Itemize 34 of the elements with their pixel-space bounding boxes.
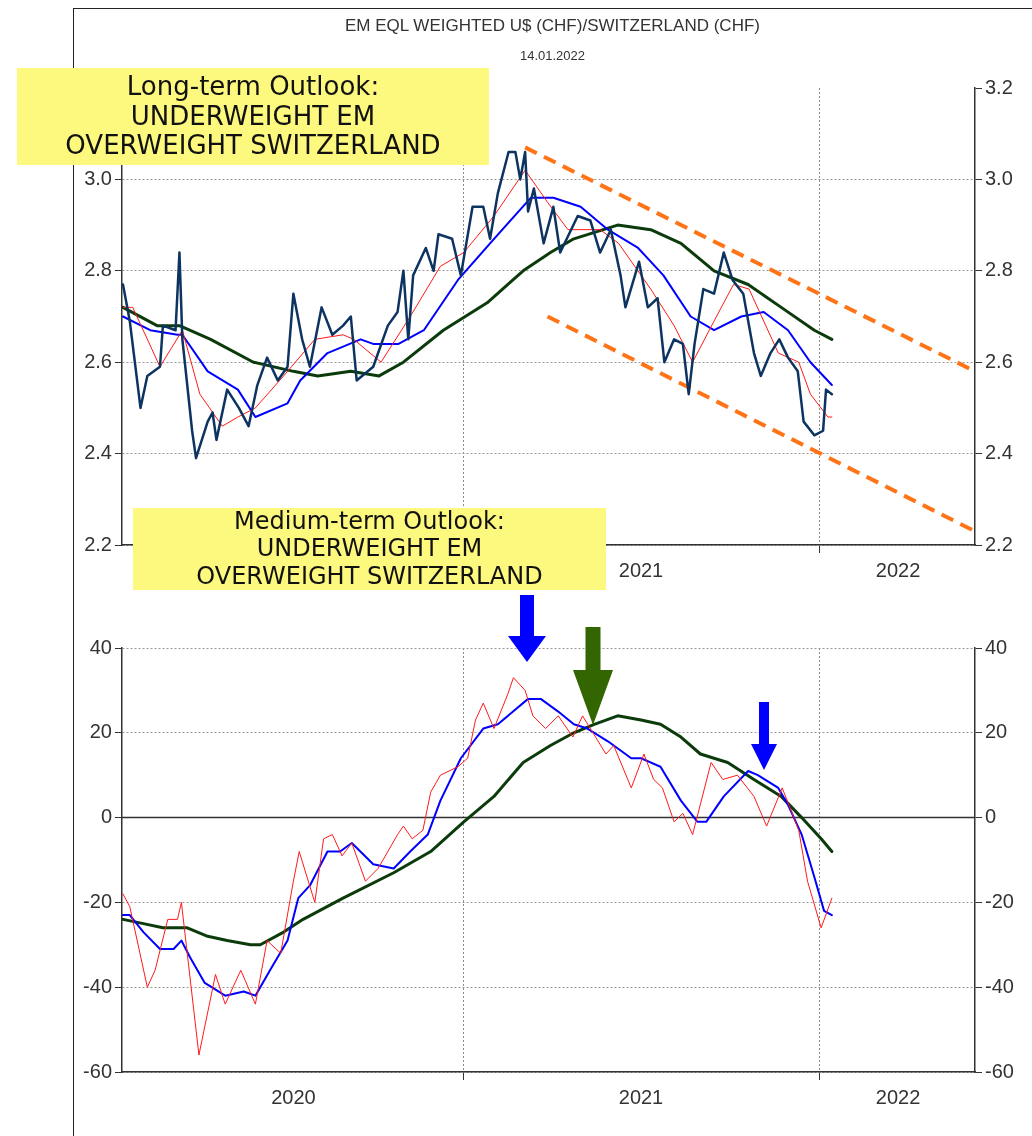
y2-tick-label: 2.4 xyxy=(985,441,1013,464)
y2-tick-label: 40 xyxy=(985,635,1008,658)
chart-title: EM EQL WEIGHTED U$ (CHF)/SWITZERLAND (CHF) xyxy=(344,16,761,36)
annotation: Medium-term Outlook: UNDERWEIGHT EM OVERWEIGHT SWITZERLAND xyxy=(196,506,543,591)
y-tick-label: 2.4 xyxy=(84,441,112,464)
y2-tick-label: 0 xyxy=(985,805,997,828)
y2-tick-label: -40 xyxy=(985,974,1014,997)
chart-subtitle: 14.01.2022 xyxy=(518,48,587,63)
y-tick-label: 20 xyxy=(89,720,112,743)
note-box: Medium-term Outlook: UNDERWEIGHT EM OVERWEIGHT SWITZERLAND xyxy=(133,508,606,590)
annotation: Long-term Outlook: UNDERWEIGHT EM OVERWEIGHT SWITZERLAND xyxy=(65,70,441,162)
y2-tick-label: 3.2 xyxy=(985,75,1013,98)
y2-tick-label: 2.8 xyxy=(985,258,1013,281)
y-tick-label: 2.6 xyxy=(84,349,112,372)
y-tick-label: -20 xyxy=(83,889,112,912)
y2-tick-label: 2.6 xyxy=(985,349,1013,372)
x-tick-label: 2022 xyxy=(875,558,921,581)
y-tick-label: 2.8 xyxy=(84,258,112,281)
y-tick-label: 0 xyxy=(100,805,112,828)
y-tick-label: -40 xyxy=(83,974,112,997)
y2-tick-label: 3.0 xyxy=(985,166,1013,189)
x-tick-label: 2021 xyxy=(618,558,664,581)
y2-tick-label: -20 xyxy=(985,889,1014,912)
x-tick-label: 2021 xyxy=(618,1085,664,1108)
x-tick-label: 2022 xyxy=(875,1085,921,1108)
y2-tick-label: 2.2 xyxy=(985,532,1013,555)
y-tick-label: 2.2 xyxy=(84,532,112,555)
y-tick-label: -60 xyxy=(83,1059,112,1082)
note-box: Long-term Outlook: UNDERWEIGHT EM OVERWEIGHT SWITZERLAND xyxy=(17,68,489,165)
y-tick-label: 3.0 xyxy=(84,166,112,189)
x-tick-label: 2020 xyxy=(271,1085,316,1108)
y-tick-label: 40 xyxy=(89,635,112,658)
y2-tick-label: 20 xyxy=(985,720,1008,743)
y2-tick-label: -60 xyxy=(985,1059,1014,1082)
